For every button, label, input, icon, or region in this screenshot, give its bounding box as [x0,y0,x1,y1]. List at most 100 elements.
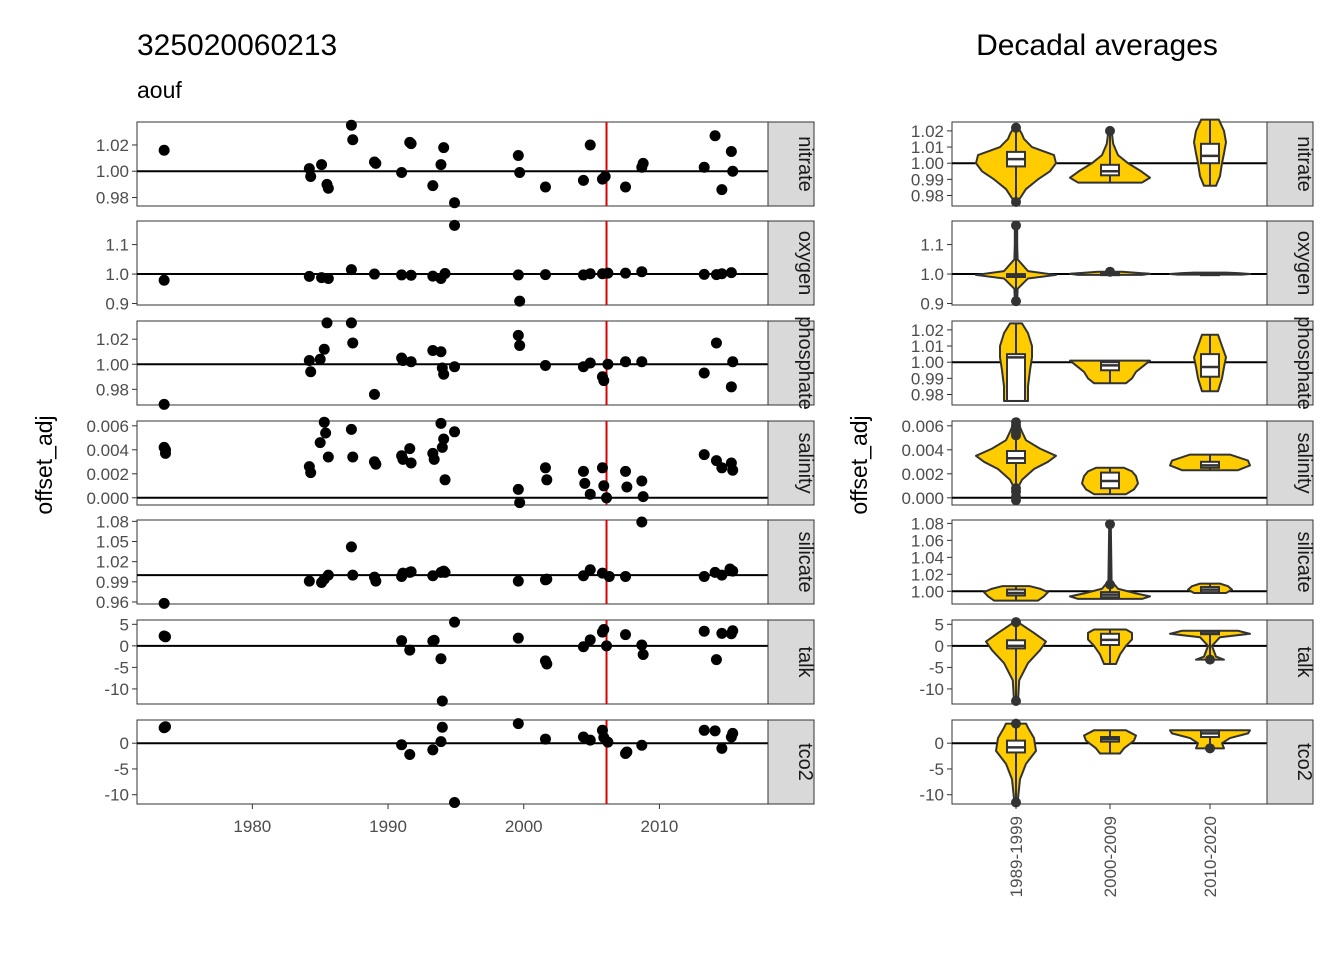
data-point [727,464,739,476]
panel-frame [136,619,769,705]
data-point [620,181,632,193]
data-point [436,695,448,707]
data-point [621,746,633,758]
data-point [698,449,710,461]
data-point [438,433,450,445]
data-point [405,269,417,281]
facet-strip-label: nitrate [1293,136,1315,192]
data-point [512,329,524,341]
y-tick-label: 0.98 [911,187,944,206]
y-tick-label: 1.00 [911,353,944,372]
data-point [396,167,408,179]
right-x-axis: 1989-1999 2000-2009 2010-2020 [1007,804,1220,897]
data-point [321,317,333,329]
facet-strip [1266,121,1314,207]
outlier-point [1105,519,1115,530]
panel-content [952,617,1267,706]
data-point [602,267,614,279]
facet-strip [1266,220,1314,306]
data-point [596,462,608,474]
data-point [345,264,357,276]
data-point [370,458,382,470]
box-iqr [1200,142,1220,165]
facet-strip [767,719,815,805]
panel-frame [136,220,769,306]
data-point [439,474,451,486]
y-tick-label: 0 [120,637,129,656]
panel-content [137,317,768,410]
data-point [396,635,408,647]
y-tick-label: 1.0 [105,265,129,284]
y-tick-label: 1.01 [911,138,944,157]
data-point [303,575,315,587]
data-point [449,426,461,438]
facet-strip-label: phosphate [1293,316,1315,409]
data-point [620,356,632,368]
y-tick-label: 1.08 [911,514,944,533]
data-point [435,159,447,171]
scatter-panel-oxygen: 0.9 1.0 1.1 oxygen [105,219,816,314]
data-point [727,625,739,637]
y-tick-label: 0.006 [86,417,129,436]
facet-strip-label: silicate [794,531,816,592]
y-tick-label: 0.000 [86,489,129,508]
data-point [698,268,710,280]
y-tick-label: 1.00 [96,162,129,181]
data-point [598,375,610,387]
y-tick-label: 0.9 [920,295,944,314]
facet-strip-label: nitrate [794,136,816,192]
panel-content [952,417,1267,506]
data-point [318,343,330,355]
data-point [368,388,380,400]
outlier-point [1105,266,1115,277]
panel-frame [136,519,769,605]
data-point [449,616,461,628]
outlier-point [1011,797,1021,808]
violin-panel-talk: -10 -5 0 5 talk [919,615,1315,706]
right-chart-title: Decadal averages [976,29,1218,62]
y-tick-label: 0.98 [911,386,944,405]
data-point [428,453,440,465]
facet-strip [767,320,815,406]
data-point [621,481,633,493]
left-x-axis: 1980 1990 2000 2010 [233,804,678,836]
data-point [698,570,710,582]
data-point [716,627,728,639]
outlier-point [1011,617,1021,628]
y-tick-label: 1.05 [96,533,129,552]
violin-panel-tco2: -10 -5 0 tco2 [919,718,1315,808]
panel-content [952,322,1267,402]
data-point [539,181,551,193]
y-tick-label: -5 [929,658,944,677]
y-tick-label: -5 [114,760,129,779]
y-tick-label: 5 [935,615,944,634]
data-point [512,575,524,587]
y-tick-label: 0 [935,734,944,753]
data-point [602,736,614,748]
data-point [158,144,170,156]
data-point [636,639,648,651]
y-tick-label: 1.1 [920,236,944,255]
outlier-point [1105,125,1115,136]
outlier-point [1011,495,1021,506]
y-tick-label: 1.02 [96,553,129,572]
data-point [158,597,170,609]
panel-content [952,118,1267,207]
data-point [716,268,728,280]
panel-content [137,219,768,307]
y-tick-label: -10 [104,786,129,805]
data-point [602,358,614,370]
box-iqr [1200,353,1220,378]
data-point [725,267,737,279]
data-point [709,725,721,737]
x-tick-label: 1980 [233,817,271,836]
data-point [159,631,171,643]
data-point [636,475,648,487]
data-point [320,427,332,439]
facet-strip [1266,619,1314,705]
y-tick-label: 0.004 [86,441,129,460]
data-point [710,337,722,349]
data-point [405,457,417,469]
y-tick-label: 1.00 [911,154,944,173]
